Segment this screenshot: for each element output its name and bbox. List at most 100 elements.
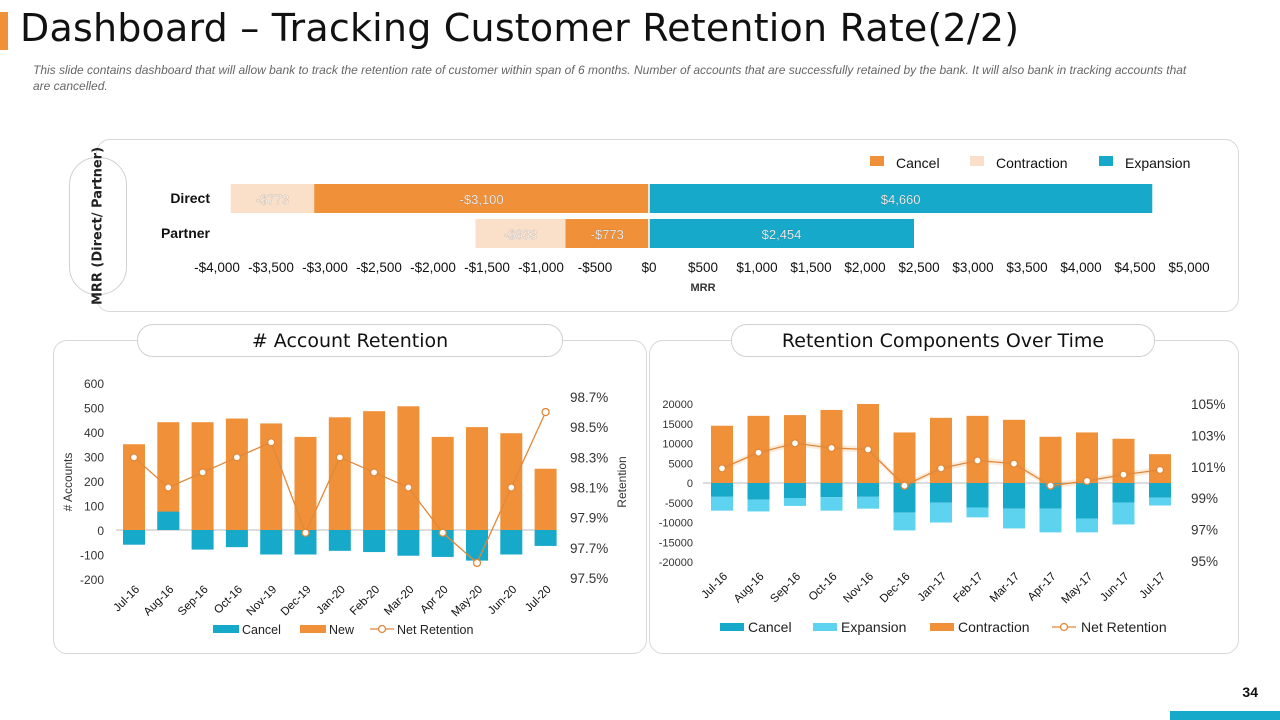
ar-net-retention-point xyxy=(541,407,550,417)
mrr-x-tick: $4,500 xyxy=(1114,260,1155,275)
mrr-category-direct: Direct xyxy=(170,190,210,206)
mrr-legend-label: Expansion xyxy=(1125,155,1190,171)
mrr-bar-direct-contraction xyxy=(230,184,315,213)
ar-legend-marker xyxy=(377,624,387,634)
rc-bar-contraction xyxy=(1003,419,1025,483)
rc-y-tick: -15000 xyxy=(659,537,693,549)
rc-x-tick: Feb-17 xyxy=(951,571,985,605)
page-number: 34 xyxy=(1242,684,1258,700)
page-title: Dashboard – Tracking Customer Retention … xyxy=(20,6,1020,50)
rc-bar-cancel xyxy=(1003,483,1025,509)
rc-bar-expansion xyxy=(1112,502,1135,525)
ar-y-tick: 600 xyxy=(84,377,104,391)
rc-y-tick: -5000 xyxy=(665,498,693,510)
rc-bar-contraction xyxy=(893,432,916,483)
mrr-x-tick: -$3,000 xyxy=(302,260,348,275)
rc-bar-expansion xyxy=(1039,508,1062,533)
ar-net-retention-point xyxy=(198,468,207,477)
ar-bar-cancel xyxy=(294,530,317,555)
footer-accent-bar xyxy=(1170,711,1280,720)
rc-bar-cancel xyxy=(820,483,843,498)
mrr-x-tick: $500 xyxy=(688,260,718,275)
rc-legend-swatch-contraction xyxy=(930,623,954,631)
rc-net-retention-point xyxy=(1082,476,1092,486)
rc-y2-tick: 105% xyxy=(1191,397,1226,412)
mrr-data-label: -$3,100 xyxy=(460,192,504,207)
ar-net-retention-point xyxy=(301,528,310,537)
ar-bar-new xyxy=(260,423,283,530)
rc-net-retention-point xyxy=(900,481,909,490)
mrr-x-tick: $5,000 xyxy=(1168,260,1209,275)
page-subtitle: This slide contains dashboard that will … xyxy=(33,63,1187,93)
rc-x-tick: Apr-17 xyxy=(1026,571,1059,604)
ar-y2-tick: 98.1% xyxy=(570,481,608,496)
ar-bar-new xyxy=(534,468,557,530)
rc-y2-tick: 103% xyxy=(1191,428,1226,443)
ar-bar-new xyxy=(397,406,420,530)
rc-bar-expansion xyxy=(1076,518,1098,533)
ar-bar-new xyxy=(157,422,180,530)
ar-legend-swatch-new xyxy=(300,625,326,633)
rc-y2-tick: 99% xyxy=(1191,491,1218,506)
title-accent-bar xyxy=(0,12,8,50)
rc-bar-expansion xyxy=(1003,508,1025,529)
rc-x-tick: Nov-16 xyxy=(841,571,876,606)
ar-y2-tick: 98.7% xyxy=(570,390,608,405)
rc-bar-cancel xyxy=(747,483,770,500)
rc-bar-contraction xyxy=(1076,432,1098,483)
rc-x-tick: Aug-16 xyxy=(732,571,767,606)
mrr-data-label: $4,660 xyxy=(881,192,921,207)
rc-bar-cancel xyxy=(784,483,806,499)
ar-bar-cancel xyxy=(534,530,557,546)
ar-y-tick: 400 xyxy=(84,426,104,440)
mrr-bar-partner-cancel xyxy=(565,219,649,248)
ar-y-axis-label: # Accounts xyxy=(61,453,75,512)
rc-y2-tick: 95% xyxy=(1191,554,1218,569)
ar-legend-label: Net Retention xyxy=(397,623,473,637)
mrr-legend-swatch-expansion xyxy=(1099,156,1113,166)
ar-bar-cancel xyxy=(191,530,214,550)
ar-legend-label: Cancel xyxy=(242,623,281,637)
rc-bar-contraction xyxy=(966,415,989,483)
mrr-category-partner: Partner xyxy=(161,225,211,241)
rc-x-tick: Jul-16 xyxy=(699,571,730,602)
rc-legend-marker xyxy=(1059,622,1069,632)
rc-bar-expansion xyxy=(857,496,879,509)
rc-y-tick: -20000 xyxy=(659,557,693,569)
ar-y2-tick: 97.9% xyxy=(570,511,608,526)
rc-bar-cancel xyxy=(1076,483,1098,519)
ar-bar-cancel xyxy=(397,530,420,556)
mrr-x-tick: -$2,000 xyxy=(410,260,456,275)
ar-bar-cancel xyxy=(260,530,283,555)
rc-bar-cancel xyxy=(1039,483,1062,509)
mrr-bar-partner-expansion xyxy=(649,219,915,248)
ar-net-retention-point xyxy=(335,453,344,462)
rc-bar-cancel xyxy=(893,483,916,513)
ar-y2-tick: 97.5% xyxy=(570,571,608,586)
rc-net-retention-point xyxy=(1009,459,1019,468)
mrr-x-tick: $2,000 xyxy=(844,260,885,275)
ar-y2-axis-label: Retention xyxy=(615,456,629,507)
ar-y-tick: 300 xyxy=(84,451,104,465)
rc-legend-swatch-cancel xyxy=(720,623,744,631)
mrr-x-tick: -$2,500 xyxy=(356,260,402,275)
ar-net-retention-point xyxy=(404,483,413,492)
ar-y-tick: 0 xyxy=(97,524,104,538)
rc-y-tick: 10000 xyxy=(662,439,693,451)
mrr-x-tick: $3,500 xyxy=(1006,260,1047,275)
rc-legend-label: Cancel xyxy=(748,619,792,635)
rc-net-retention-point xyxy=(827,443,836,453)
rc-bar-expansion xyxy=(930,502,952,523)
ar-bar-cancel xyxy=(363,530,386,553)
mrr-x-tick: $0 xyxy=(641,260,656,275)
ar-y2-tick: 97.7% xyxy=(570,541,608,556)
rc-x-tick: Jan-17 xyxy=(916,571,949,604)
rc-net-retention-point xyxy=(973,456,982,465)
ar-net-retention-point xyxy=(369,468,379,477)
rc-bar-expansion xyxy=(711,496,733,511)
rc-x-tick: Mar-17 xyxy=(988,571,1022,605)
rc-x-tick: May-17 xyxy=(1060,571,1096,607)
mrr-bar-partner-contraction xyxy=(475,219,566,248)
rc-legend-label: Contraction xyxy=(958,619,1030,635)
